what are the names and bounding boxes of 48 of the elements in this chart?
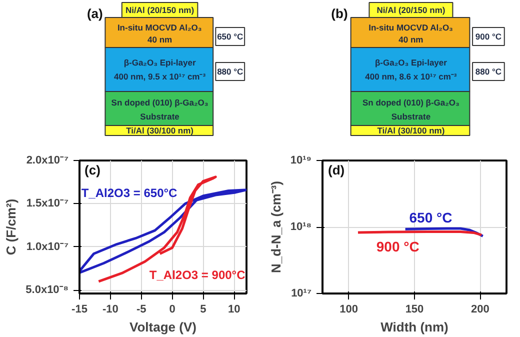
text: 880 °C [475, 66, 502, 76]
text: Ni/Al (20/150 nm) [126, 5, 194, 15]
text: Sn doped (010) β-Ga₂O₃ [111, 98, 208, 108]
text: 880 °C [217, 66, 244, 76]
chart-title: (c) [84, 162, 100, 178]
y-tick-label: 2.0x10⁻⁷ [26, 154, 69, 166]
series-label: T_Al2O3 = 900°C [149, 268, 246, 282]
x-axis-title: Width (nm) [380, 320, 448, 334]
y-tick-label: 1.5x10⁻⁷ [26, 198, 69, 210]
x-tick-label: -10 [102, 304, 118, 316]
text: (b) [331, 6, 348, 21]
series-label: 900 °C [376, 238, 420, 255]
y-tick-label: 10¹⁹ [290, 154, 312, 166]
series-label: T_Al2O3 = 650°C [81, 186, 178, 200]
text: 650 °C [217, 32, 244, 42]
y-axis-title: N_d-N_a (cm⁻³) [268, 180, 284, 274]
x-axis-title: Voltage (V) [130, 320, 196, 334]
text: β-Ga₂O₃ Epi-layer [124, 58, 196, 68]
text: Ti/Al (30/100 nm) [126, 126, 194, 136]
text: 400 nm, 8.6 x 10¹⁷ cm⁻³ [365, 72, 457, 82]
x-tick-label: -15 [72, 304, 88, 316]
text: Sn doped (010) β-Ga₂O₃ [362, 98, 460, 108]
text: Substrate [140, 112, 180, 122]
text: 40 nm [398, 34, 424, 44]
x-tick-label: 5 [200, 304, 206, 316]
text: In-situ MOCVD Al₂O₃ [368, 22, 454, 32]
series-label: 650 °C [409, 210, 452, 226]
text: Substrate [391, 112, 431, 122]
x-tick-label: 100 [340, 304, 358, 316]
text: 40 nm [148, 34, 173, 44]
text: 400 nm, 9.5 x 10¹⁷ cm⁻³ [114, 72, 206, 82]
y-tick-label: 10¹⁷ [291, 288, 312, 300]
x-tick-label: 0 [169, 304, 176, 316]
y-tick-label: 1.0x10⁻⁷ [26, 240, 69, 253]
y-tick-label: 5.0x10⁻⁸ [26, 284, 68, 296]
x-tick-label: 10 [228, 304, 240, 316]
text: (a) [86, 6, 103, 21]
text: Ti/Al (30/100 nm) [377, 126, 445, 136]
chart-title: (d) [328, 162, 345, 178]
x-tick-label: 150 [405, 304, 424, 316]
y-tick-label: 10¹⁸ [290, 221, 312, 233]
text: In-situ MOCVD Al₂O₃ [117, 22, 202, 32]
text: Ni/Al (20/150 nm) [376, 5, 446, 15]
x-tick-label: -5 [136, 304, 146, 316]
text: β-Ga₂O₃ Epi-layer [374, 58, 448, 68]
y-axis-title: C (F/cm²) [4, 198, 19, 256]
x-tick-label: 200 [471, 304, 490, 316]
text: 900 °C [475, 32, 502, 42]
